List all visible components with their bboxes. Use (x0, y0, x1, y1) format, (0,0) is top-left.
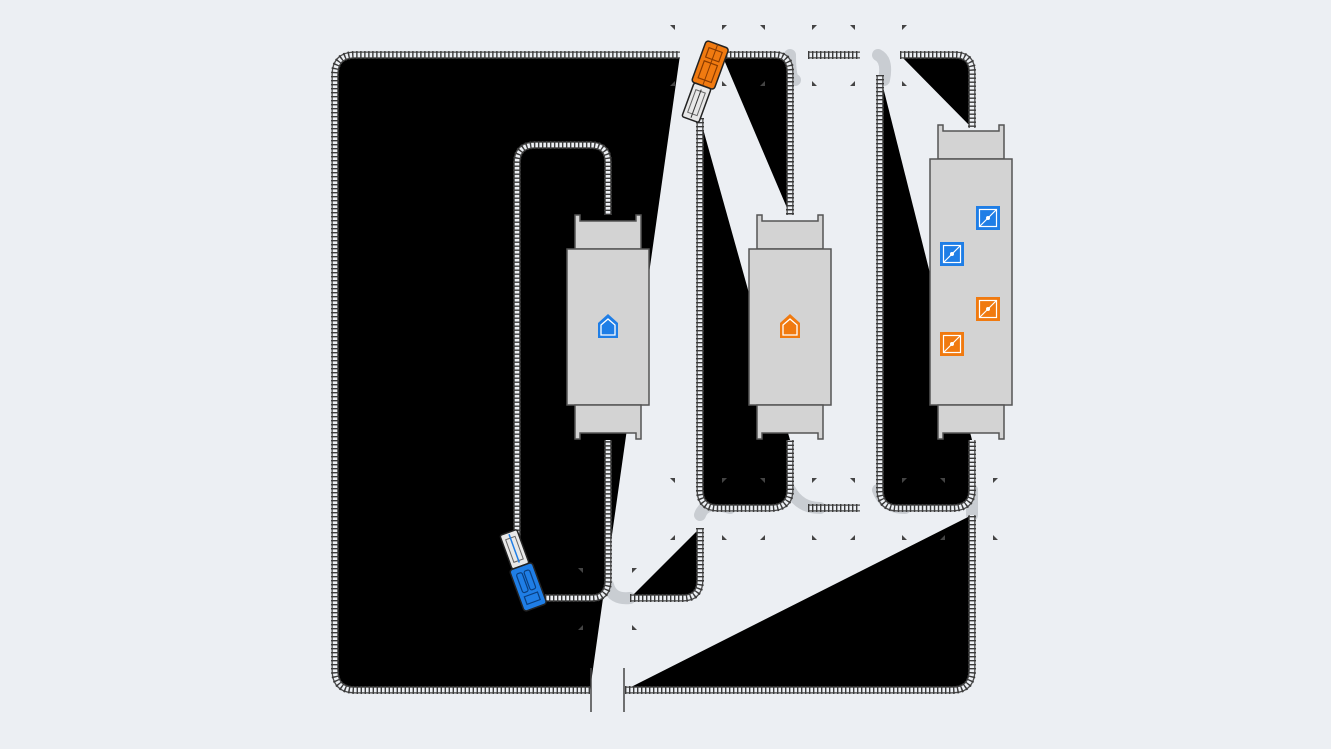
crate-icon (975, 205, 1001, 231)
track-gap-bumpers (590, 668, 625, 712)
home-station-blue[interactable] (566, 214, 650, 440)
crate-icon (939, 331, 965, 357)
home-station-orange[interactable] (748, 214, 832, 440)
cargo-station[interactable] (929, 124, 1013, 440)
train-blue[interactable] (497, 528, 547, 612)
crate-icon (975, 296, 1001, 322)
train-orange[interactable] (679, 40, 729, 123)
crate-icon (939, 241, 965, 267)
track-network (335, 55, 972, 690)
